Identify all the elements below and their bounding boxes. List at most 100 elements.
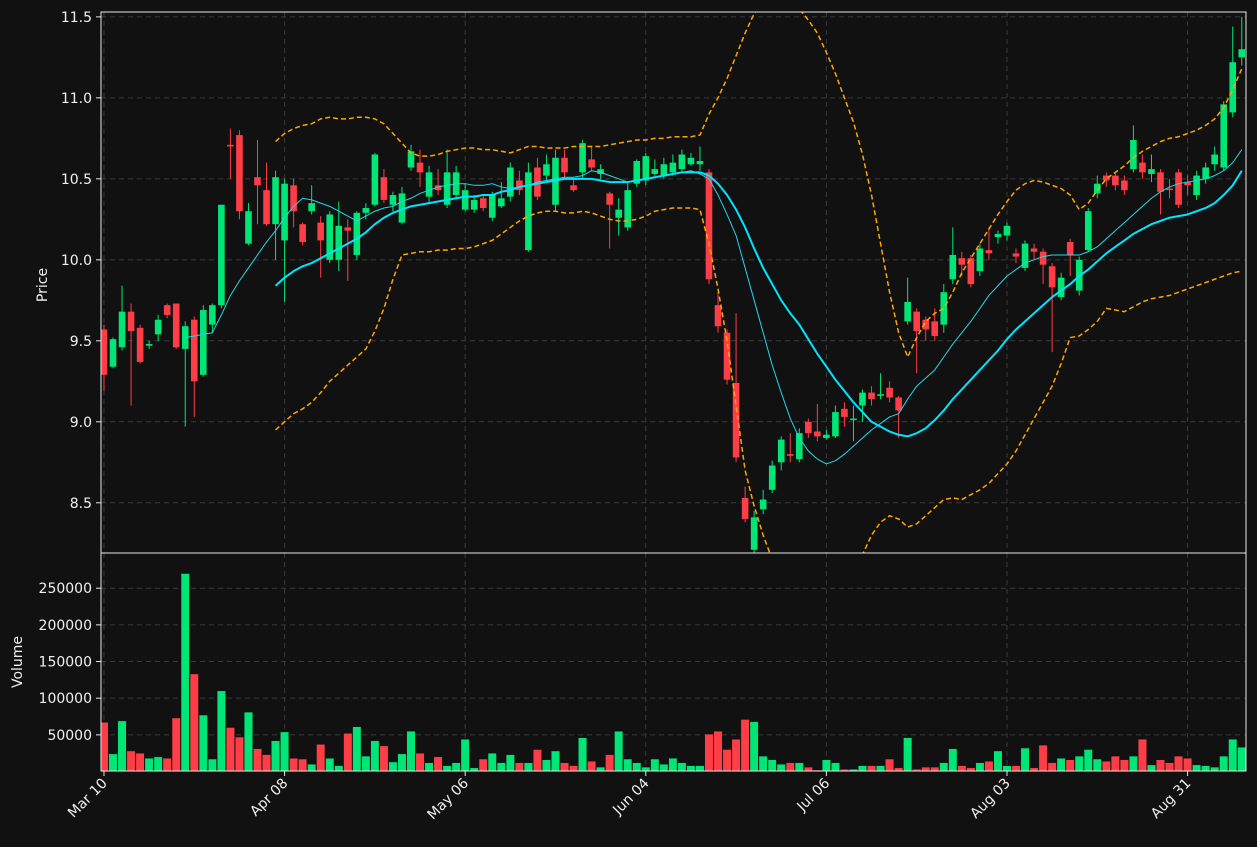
candle-body xyxy=(127,311,135,332)
volume-bar xyxy=(1210,766,1220,771)
volume-bar xyxy=(1201,765,1211,771)
y-tick-label: 250000 xyxy=(39,581,92,597)
volume-bar xyxy=(596,766,606,771)
volume-bar xyxy=(731,739,741,771)
candle-body xyxy=(516,180,523,191)
volume-bar xyxy=(298,758,308,771)
candle-body xyxy=(570,185,577,191)
volume-bar xyxy=(216,690,226,771)
volume-bar xyxy=(334,765,344,771)
candle-body xyxy=(371,154,379,205)
y-tick-label: 150000 xyxy=(39,655,92,671)
candle-body xyxy=(1021,243,1029,268)
volume-bar xyxy=(1219,755,1229,771)
candle-body xyxy=(389,195,397,205)
volume-bar xyxy=(704,733,714,771)
candle-body xyxy=(1066,242,1074,255)
volume-bar xyxy=(325,758,335,771)
candle-body xyxy=(407,151,415,168)
volume-bar xyxy=(614,730,624,771)
volume-bar xyxy=(514,762,524,771)
volume-bar xyxy=(162,758,172,771)
candle-body xyxy=(1057,277,1065,298)
volume-bar xyxy=(126,750,136,771)
candle-body xyxy=(398,193,406,223)
volume-bar xyxy=(442,765,452,771)
volume-bar xyxy=(623,758,633,771)
candle-body xyxy=(642,156,650,181)
volume-bar xyxy=(948,748,958,771)
volume-bar xyxy=(713,730,723,771)
volume-bar xyxy=(496,762,506,771)
candle-body xyxy=(768,465,776,490)
volume-bar xyxy=(587,761,596,771)
candle-body xyxy=(660,164,668,176)
y-tick-label: 9.0 xyxy=(70,415,92,431)
candle-body xyxy=(588,159,595,168)
candle-body xyxy=(254,177,261,186)
volume-bar xyxy=(885,758,894,771)
price-axis-label: Price xyxy=(35,268,51,302)
volume-bar xyxy=(605,754,615,771)
volume-bar xyxy=(939,762,949,771)
candle-body xyxy=(651,169,659,174)
volume-bar xyxy=(831,762,840,771)
volume-bar xyxy=(1174,755,1183,771)
candle-body xyxy=(1130,139,1137,170)
volume-bar xyxy=(361,755,371,771)
volume-bar xyxy=(180,573,190,771)
candle-body xyxy=(1184,182,1191,186)
candle-body xyxy=(759,499,767,510)
candle-body xyxy=(940,292,948,325)
y-tick-label: 10.0 xyxy=(61,253,92,269)
volume-bar xyxy=(523,762,533,771)
volume-bar xyxy=(659,763,669,771)
candle-body xyxy=(714,305,722,327)
volume-bar xyxy=(1183,758,1192,771)
candle-body xyxy=(290,185,297,212)
volume-bar xyxy=(641,766,651,771)
candle-body xyxy=(1039,251,1047,265)
volume-bar xyxy=(352,726,362,771)
volume-bar xyxy=(650,758,660,771)
candle-body xyxy=(272,177,279,225)
candle-body xyxy=(1193,175,1200,196)
candle-body xyxy=(958,258,966,265)
candle-body xyxy=(859,392,866,406)
candle-body xyxy=(245,211,252,244)
volume-bar xyxy=(117,720,127,771)
candle-body xyxy=(633,161,641,184)
candle-body xyxy=(1166,188,1173,191)
volume-bar xyxy=(451,762,461,771)
candle-body xyxy=(895,397,902,411)
candle-body xyxy=(479,198,487,208)
y-tick-label: 8.5 xyxy=(70,496,92,512)
volume-bar xyxy=(921,766,931,771)
volume-bar xyxy=(722,749,732,771)
indicator-line xyxy=(274,170,1243,438)
y-tick-label: 11.5 xyxy=(61,10,92,26)
volume-bar xyxy=(930,766,940,771)
volume-bar xyxy=(135,752,145,771)
volume-bar xyxy=(1047,762,1057,771)
volume-bar xyxy=(101,722,109,771)
candle-body xyxy=(976,248,984,272)
candle-body xyxy=(985,250,993,254)
volume-bar xyxy=(189,673,199,771)
volume-panel xyxy=(101,573,1246,771)
y-tick-label: 100000 xyxy=(39,691,92,707)
volume-bar xyxy=(1002,765,1012,771)
volume-bar xyxy=(171,717,181,771)
volume-bar xyxy=(379,745,389,771)
volume-bar xyxy=(316,744,326,771)
volume-bar xyxy=(289,758,299,771)
volume-bar xyxy=(569,765,578,771)
volume-bar xyxy=(460,739,470,771)
candle-body xyxy=(931,321,939,336)
volume-bar xyxy=(560,762,569,771)
volume-bar xyxy=(370,740,380,771)
volume-bar xyxy=(1020,747,1030,771)
volume-bar xyxy=(343,733,353,771)
